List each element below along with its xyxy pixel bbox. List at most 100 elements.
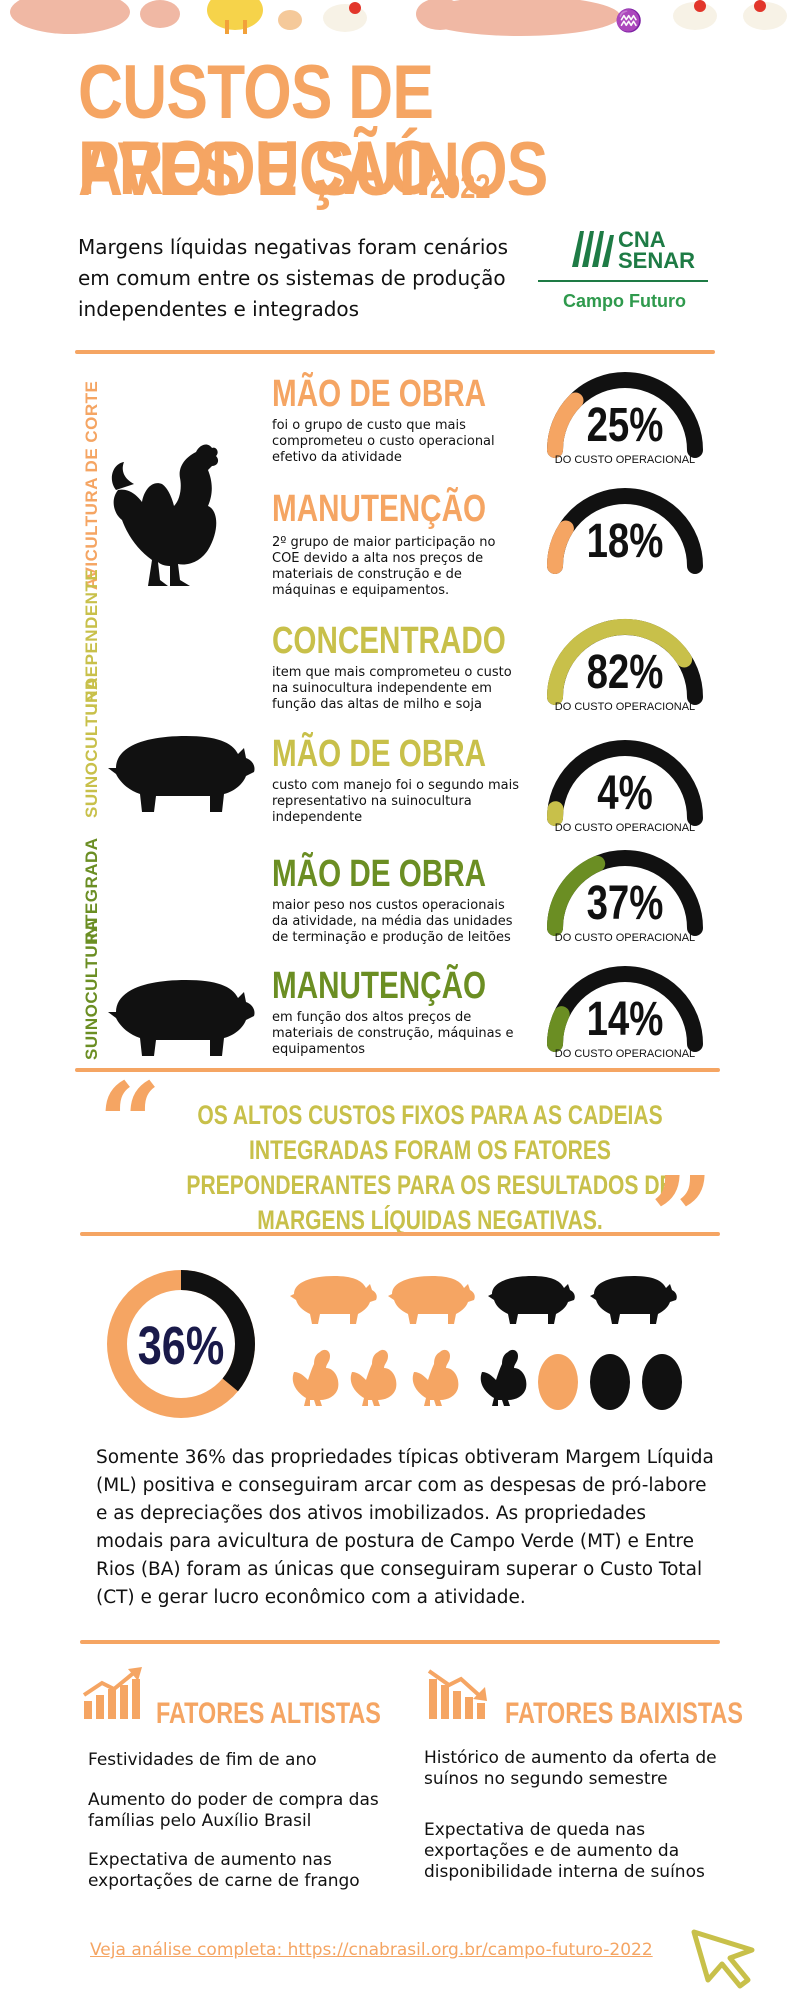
gauge-arc xyxy=(547,619,703,705)
chicken-icon xyxy=(323,2,367,32)
pig-sign-icon: ♒ xyxy=(615,8,642,33)
gauge-arc xyxy=(547,488,703,574)
pig-icon xyxy=(10,0,180,34)
cna-senar-logo: CNA SENAR Campo Futuro xyxy=(538,225,708,325)
page-year: 2022 xyxy=(430,168,491,206)
chick-icon xyxy=(207,0,263,34)
egg-icon xyxy=(642,1354,682,1410)
gauge-6: 14% DO CUSTO OPERACIONAL xyxy=(535,962,715,1062)
gauge-caption: DO CUSTO OPERACIONAL xyxy=(554,932,696,944)
section-label-suinocultura-indep: SUINOCULTURA xyxy=(82,677,101,818)
divider xyxy=(80,1640,720,1644)
logo-divider xyxy=(538,280,708,282)
logo-line2: SENAR xyxy=(618,248,696,273)
section-label-suinocultura-integ: SUINOCULTURA xyxy=(82,919,101,1060)
gauge-arc xyxy=(547,966,703,1052)
donut-value: 36% xyxy=(137,1316,225,1376)
pig-icon xyxy=(488,1276,575,1324)
divider xyxy=(75,1068,720,1072)
pig-icon xyxy=(416,0,620,36)
pig-icon xyxy=(388,1276,475,1324)
egg-icon xyxy=(590,1354,630,1410)
gauge-1: 25% DO CUSTO OPERACIONAL xyxy=(535,368,715,468)
item-title-5: MÃO DE OBRA xyxy=(272,853,487,895)
altistas-title: FATORES ALTISTAS xyxy=(156,1697,381,1730)
page-title-line1: CUSTOS DE PRODUÇÃO xyxy=(78,50,436,211)
chicken-icon xyxy=(673,0,717,30)
full-analysis-link[interactable]: Veja análise completa: https://cnabrasil… xyxy=(90,1940,653,1960)
item-desc-5: maior peso nos custos operacionais da at… xyxy=(272,898,513,945)
gauge-2: 18% xyxy=(535,484,715,584)
gauge-fill xyxy=(547,619,693,705)
item-desc-3: item que mais comprometeu o custo na sui… xyxy=(272,665,512,712)
gauge-fill xyxy=(547,1006,570,1052)
gauge-value: 18% xyxy=(586,515,664,568)
divider xyxy=(75,350,715,354)
item-title-4: MÃO DE OBRA xyxy=(272,733,487,775)
hen-icon xyxy=(480,1349,527,1406)
gauge-fill xyxy=(547,392,584,458)
gauge-fill xyxy=(547,801,564,826)
close-quote-icon: ” xyxy=(650,1152,714,1281)
item-desc-4: custo com manejo foi o segundo mais repr… xyxy=(272,778,520,825)
pig-icon xyxy=(290,1276,377,1324)
gauge-arc xyxy=(547,740,703,826)
chicken-icon xyxy=(743,0,787,30)
quote-text: OS ALTOS CUSTOS FIXOS PARA AS CADEIAS IN… xyxy=(186,1100,674,1235)
pig-silhouette-icon xyxy=(108,736,255,812)
logo-line1: CNA xyxy=(618,227,666,252)
open-quote-icon: “ xyxy=(98,1058,162,1187)
gauge-fill xyxy=(547,855,606,936)
cursor-arrow-icon xyxy=(691,1929,755,1989)
properties-icon-grid xyxy=(290,1276,682,1410)
top-animals-banner: ♒ xyxy=(10,0,787,36)
logo-text: CNA SENAR xyxy=(618,227,696,273)
gauge-value: 37% xyxy=(586,877,664,930)
gauge-track xyxy=(547,740,703,826)
gauge-value: 25% xyxy=(586,399,664,452)
baixistas-title: FATORES BAIXISTAS xyxy=(505,1697,743,1730)
item-desc-6: em função dos altos preços de materiais … xyxy=(272,1010,514,1057)
gauge-caption: DO CUSTO OPERACIONAL xyxy=(554,1048,696,1060)
baixistas-item-2: Expectativa de queda nas exportações e d… xyxy=(424,1820,705,1882)
logo-subtitle: Campo Futuro xyxy=(563,291,686,311)
gauge-arc xyxy=(547,850,703,936)
pig-icon xyxy=(590,1276,677,1324)
hen-icon xyxy=(292,1349,339,1406)
highlight-quote: OS ALTOS CUSTOS FIXOS PARA AS CADEIAS IN… xyxy=(150,1098,710,1238)
altistas-item-3: Expectativa de aumento nas exportações d… xyxy=(88,1850,360,1891)
gauge-value: 4% xyxy=(597,767,653,820)
gauge-fill xyxy=(547,520,574,574)
item-desc-2: 2º grupo de maior participação no COE de… xyxy=(272,535,496,598)
wheat-logo-icon xyxy=(572,231,614,267)
gauge-arc xyxy=(547,372,703,458)
gauge-caption: DO CUSTO OPERACIONAL xyxy=(554,822,696,834)
item-desc-1: foi o grupo de custo que mais compromete… xyxy=(272,418,495,465)
page-title-line2: AVES E SUÍNOS xyxy=(78,127,548,212)
gauge-value: 82% xyxy=(586,646,664,699)
baixistas-item-1: Histórico de aumento da oferta de suínos… xyxy=(424,1748,717,1789)
item-title-2: MANUTENÇÃO xyxy=(272,488,487,530)
chart-down-icon xyxy=(427,1669,487,1719)
donut-fill xyxy=(107,1270,255,1418)
gauge-caption: DO CUSTO OPERACIONAL xyxy=(554,454,696,466)
intro-text: Margens líquidas negativas foram cenário… xyxy=(78,235,509,321)
item-title-1: MÃO DE OBRA xyxy=(272,373,487,415)
chart-up-icon xyxy=(82,1667,142,1719)
rooster-icon xyxy=(111,444,219,586)
stat-paragraph: Somente 36% das propriedades típicas obt… xyxy=(96,1447,714,1608)
gauge-value: 14% xyxy=(586,993,664,1046)
altistas-item-1: Festividades de fim de ano xyxy=(88,1750,317,1770)
gauge-4: 4% DO CUSTO OPERACIONAL xyxy=(535,736,715,836)
gauge-3: 82% DO CUSTO OPERACIONAL xyxy=(535,615,715,715)
hen-icon xyxy=(350,1349,397,1406)
egg-icon xyxy=(538,1354,578,1410)
gauge-5: 37% DO CUSTO OPERACIONAL xyxy=(535,846,715,946)
item-title-6: MANUTENÇÃO xyxy=(272,965,487,1007)
altistas-item-2: Aumento do poder de compra das famílias … xyxy=(88,1790,379,1831)
pig-silhouette-icon xyxy=(108,980,255,1056)
hen-icon xyxy=(412,1349,459,1406)
item-title-3: CONCENTRADO xyxy=(272,620,506,662)
section-label-avicultura: AVICULTURA DE CORTE xyxy=(82,380,101,590)
divider xyxy=(80,1232,720,1236)
